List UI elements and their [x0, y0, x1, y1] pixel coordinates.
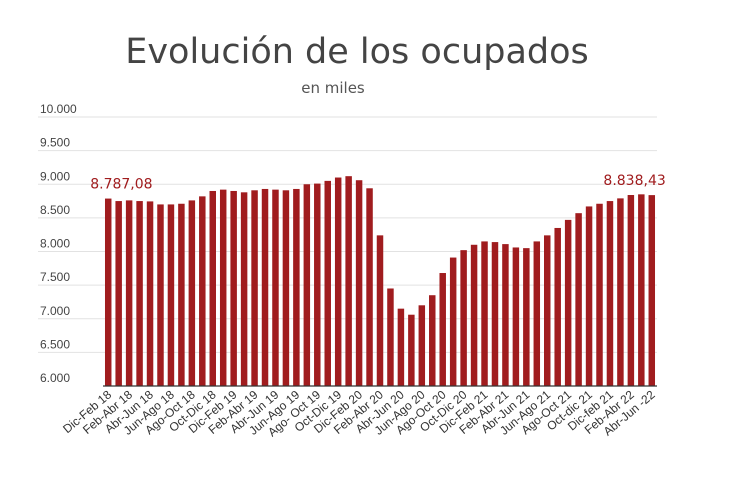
bar — [219, 189, 227, 386]
bar — [376, 235, 384, 386]
y-tick-label: 8.000 — [40, 237, 70, 251]
bar — [230, 190, 237, 386]
bar — [564, 219, 572, 386]
bar — [606, 201, 614, 386]
bar — [251, 190, 258, 386]
bar — [261, 188, 269, 386]
bar — [136, 201, 143, 386]
bar — [439, 273, 446, 386]
bar — [627, 195, 635, 386]
bar — [125, 200, 133, 386]
bar — [523, 248, 530, 386]
bar — [397, 308, 405, 386]
bar — [585, 206, 593, 386]
bar — [638, 194, 645, 386]
data-labels: 8.787,08 8.838,43 — [90, 173, 666, 192]
bar — [617, 198, 624, 386]
chart-title: Evolución de los ocupados — [125, 32, 589, 72]
bar — [491, 242, 499, 386]
bar — [167, 204, 175, 386]
bar — [293, 188, 300, 386]
bar — [355, 180, 363, 386]
bar — [366, 188, 373, 386]
y-tick-label: 7.000 — [40, 304, 70, 318]
bars — [104, 176, 656, 386]
bar — [596, 203, 603, 386]
bar — [303, 184, 311, 386]
bar — [554, 227, 561, 386]
bar — [314, 183, 321, 386]
bar — [178, 203, 185, 386]
bar — [418, 305, 426, 386]
bar — [460, 250, 467, 386]
bar — [512, 247, 520, 386]
bar — [272, 189, 279, 386]
bar — [115, 201, 122, 386]
y-tick-label: 9.500 — [40, 136, 70, 150]
y-tick-label: 10.000 — [40, 102, 77, 116]
y-tick-label: 9.000 — [40, 169, 70, 183]
bar — [575, 213, 582, 386]
bar — [199, 196, 206, 386]
bar — [544, 235, 551, 386]
bar — [648, 195, 656, 386]
y-tick-label: 7.500 — [40, 270, 70, 284]
bar — [324, 180, 331, 386]
y-tick-label: 8.500 — [40, 203, 70, 217]
bar — [481, 241, 488, 386]
data-label: 8.787,08 — [90, 177, 152, 193]
bar — [533, 241, 541, 386]
data-label: 8.838,43 — [603, 173, 665, 189]
y-tick-label: 6.500 — [40, 337, 70, 351]
bar — [429, 295, 436, 386]
bar — [240, 192, 248, 386]
bar — [387, 288, 394, 386]
bar — [209, 190, 216, 386]
bar — [470, 244, 478, 386]
chart-subtitle: en miles — [301, 79, 365, 97]
bar — [334, 177, 342, 386]
bar — [188, 200, 196, 386]
bar — [157, 204, 164, 386]
bar — [104, 198, 112, 386]
bar — [408, 314, 415, 386]
y-axis-ticks: 6.000 6.500 7.000 7.500 8.000 8.500 9.000 9.500… — [40, 102, 77, 385]
y-tick-label: 6.000 — [40, 371, 70, 385]
bar — [345, 176, 352, 386]
bar — [282, 190, 290, 386]
bar — [146, 201, 154, 386]
bar — [449, 257, 457, 386]
bar — [502, 244, 509, 386]
